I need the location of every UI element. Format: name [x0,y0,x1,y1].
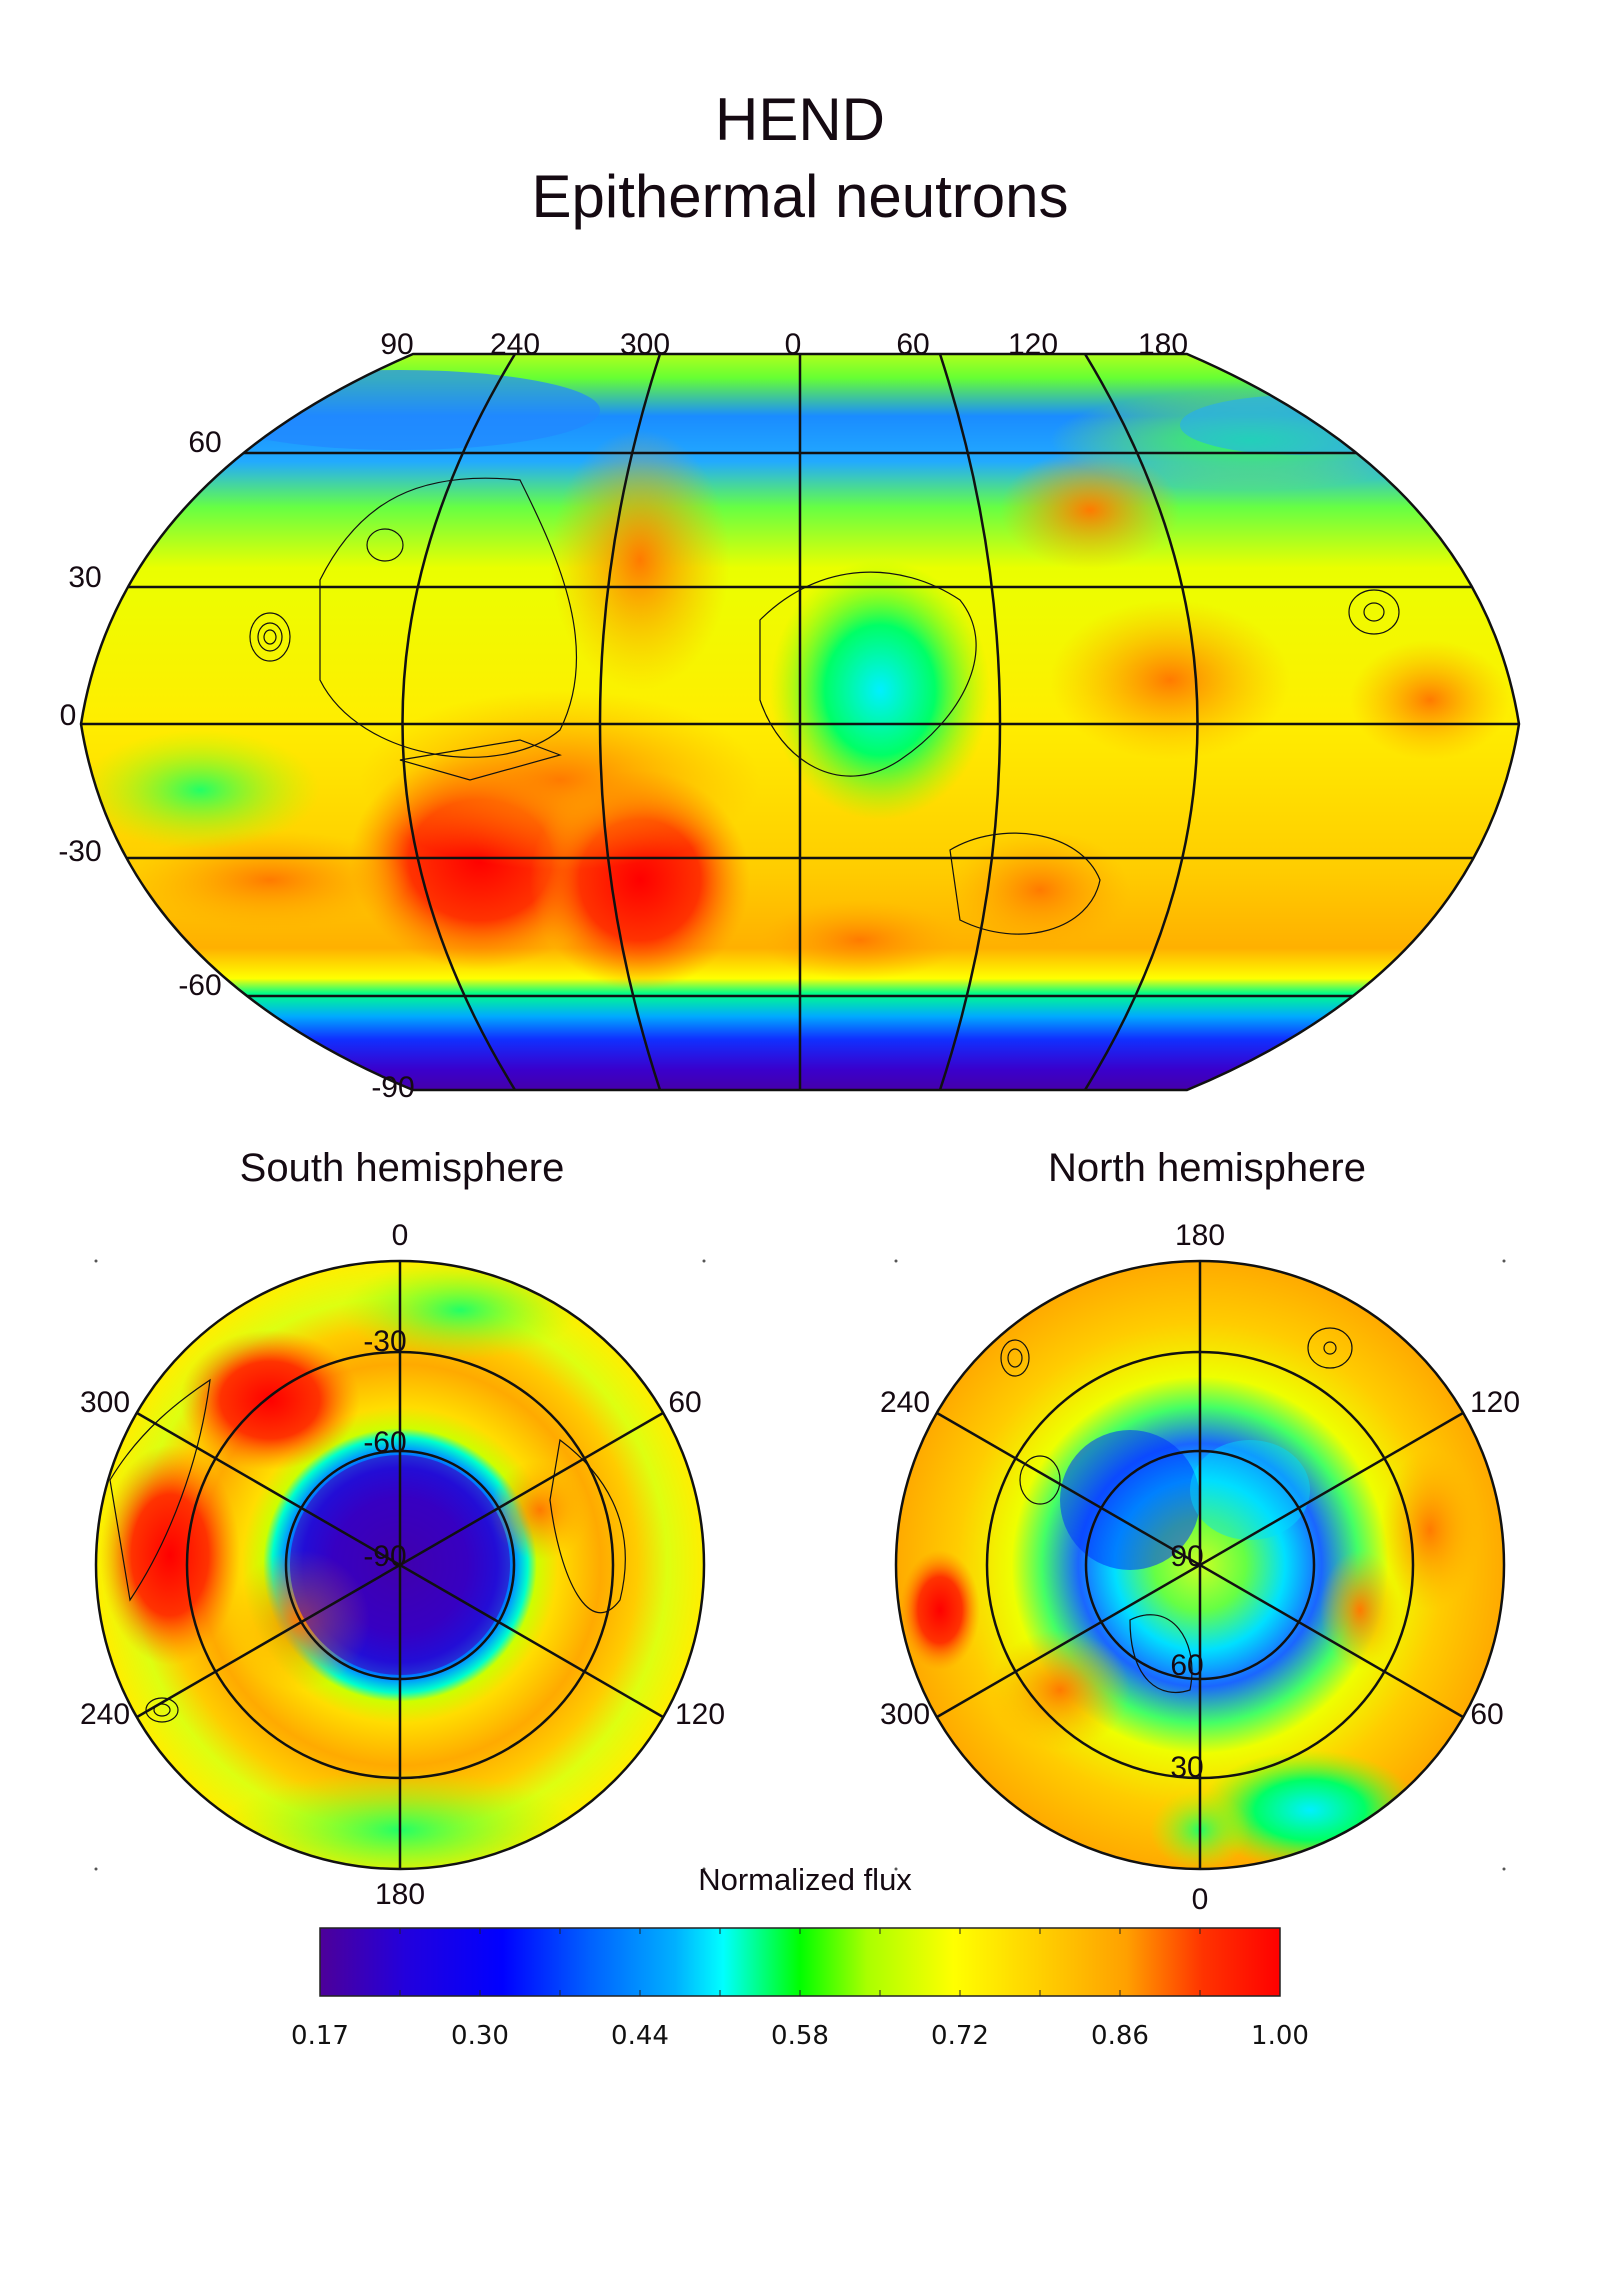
north-lon-180: 180 [1174,1219,1226,1252]
north-hemisphere-plot [894,1259,1506,1871]
lon-label-0: 0 [784,328,802,361]
north-lat-90: 90 [1170,1540,1204,1573]
north-lon-0: 0 [1191,1883,1209,1916]
lon-label-90: 90 [380,328,414,361]
north-lat-60: 60 [1170,1649,1204,1682]
north-lon-60: 60 [1470,1698,1504,1731]
colorbar-tick-4: 0.72 [931,2021,989,2051]
north-lon-240: 240 [879,1386,931,1419]
colorbar-tick-2: 0.44 [611,2021,669,2051]
lon-label-60: 60 [896,328,930,361]
south-lon-180: 180 [374,1878,426,1911]
colorbar-tick-3: 0.58 [771,2021,829,2051]
colorbar-tick-0: 0.17 [291,2021,349,2051]
north-hemisphere-title: North hemisphere [1048,1146,1366,1190]
colorbar-tick-6: 1.00 [1251,2021,1309,2051]
lat-label-neg60: -60 [178,969,222,1002]
south-lon-300: 300 [79,1386,131,1419]
south-lat-neg90: -90 [363,1540,407,1573]
colorbar-title: Normalized flux [698,1862,912,1897]
lon-label-240: 240 [489,328,541,361]
lat-label-0: 0 [59,699,77,732]
colorbar-tick-5: 0.86 [1091,2021,1149,2051]
figure-subtitle: Epithermal neutrons [531,163,1069,230]
north-lat-30: 30 [1170,1751,1204,1784]
south-lon-60: 60 [668,1386,702,1419]
north-lon-300: 300 [879,1698,931,1731]
south-lon-240: 240 [79,1698,131,1731]
lat-label-60: 60 [188,426,222,459]
lat-label-neg30: -30 [58,835,102,868]
south-lon-0: 0 [391,1219,409,1252]
colorbar [319,1927,1281,1997]
lat-label-30: 30 [68,561,102,594]
south-lon-120: 120 [674,1698,726,1731]
lat-label-neg90: -90 [371,1071,415,1104]
lon-label-120: 120 [1007,328,1059,361]
south-hemisphere-title: South hemisphere [239,1146,565,1190]
south-hemisphere-plot [94,1259,706,1871]
north-lon-120: 120 [1469,1386,1521,1419]
global-map [79,352,1521,1092]
south-lat-neg30: -30 [363,1325,407,1358]
lon-label-180: 180 [1137,328,1189,361]
colorbar-tick-1: 0.30 [451,2021,509,2051]
south-lat-neg60: -60 [363,1426,407,1459]
lon-label-300: 300 [619,328,671,361]
figure-title: HEND [714,86,885,153]
